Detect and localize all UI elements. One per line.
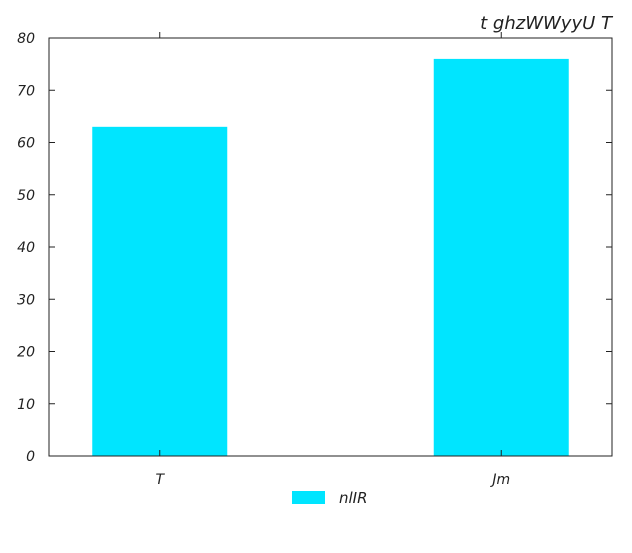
chart-title: t ghzWWyyU T [480,13,614,34]
legend-swatch [292,491,325,504]
y-tick-label: 60 [17,136,35,152]
x-tick-label: T [155,472,165,488]
y-ticks-group: 0 10 20 30 40 50 60 70 80 [17,31,612,465]
y-tick-label: 10 [17,397,35,413]
y-tick-label: 70 [17,83,35,99]
bar-jm [433,58,569,457]
y-tick-label: 0 [26,449,35,465]
x-ticks-group: T Jm [155,32,510,488]
y-tick-label: 30 [17,292,35,308]
legend: nlIR [292,489,368,507]
bar-t [92,126,228,456]
bars-group [92,58,569,457]
y-tick-label: 40 [17,240,35,256]
y-tick-label: 50 [17,188,35,204]
y-tick-label: 80 [17,31,35,47]
legend-label: nlIR [339,489,368,507]
y-tick-label: 20 [17,345,35,361]
x-tick-label: Jm [489,472,510,488]
